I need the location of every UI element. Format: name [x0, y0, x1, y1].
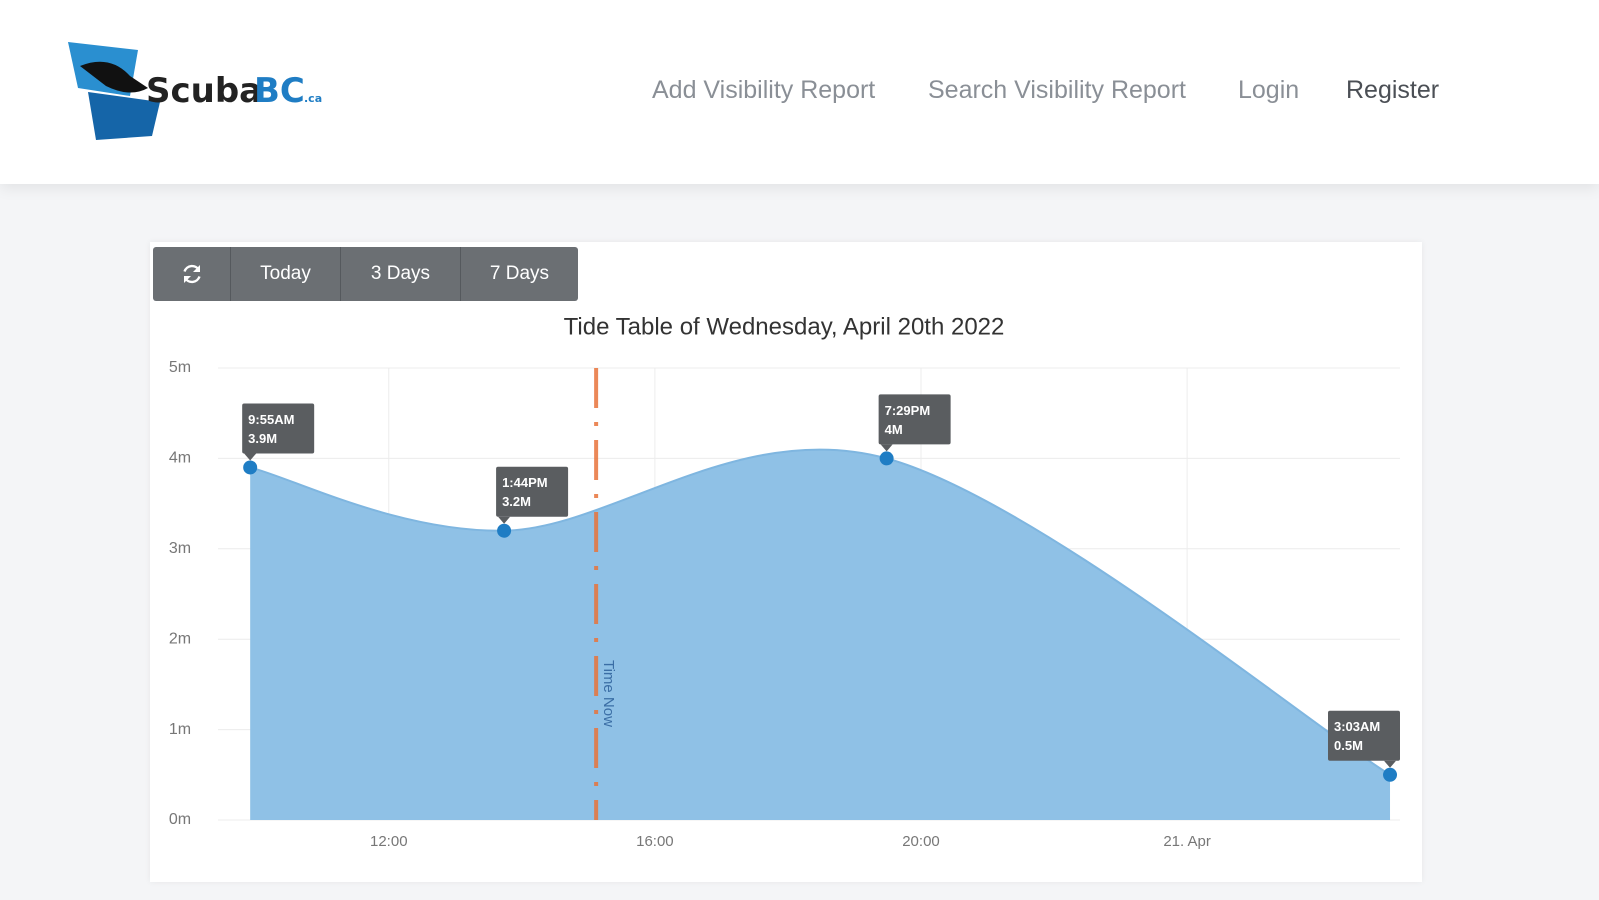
data-label-box — [1328, 710, 1400, 761]
x-tick-label: 12:00 — [370, 833, 408, 850]
data-label: 7:29PM 4M — [878, 394, 951, 452]
plot-line-label: Time Now — [600, 660, 617, 727]
data-label: 9:55AM 3.9M — [242, 403, 315, 461]
point — [497, 523, 512, 538]
line — [249, 448, 1391, 776]
data-label-pointer — [1384, 760, 1397, 768]
data-label-value: 0.5M — [1334, 738, 1363, 753]
refresh-icon — [182, 264, 201, 284]
toolbar: Today 3 Days 7 Days — [153, 247, 578, 301]
logo-suffix: .ca — [304, 92, 322, 105]
y-tick-label: 1m — [169, 721, 191, 738]
data-label-pointer — [880, 444, 893, 452]
data-label-time: 7:29PM — [885, 403, 931, 418]
data-label: 1:44PM 3.2M — [496, 466, 569, 524]
nav-link[interactable]: Login — [1238, 76, 1300, 104]
chart-title: Tide Table of Wednesday, April 20th 2022 — [564, 313, 1005, 340]
logo-name: Scuba — [146, 71, 262, 111]
data-label-value: 4M — [885, 422, 903, 437]
point — [1383, 767, 1398, 782]
data-label-pointer — [244, 453, 257, 461]
y-tick-label: 2m — [169, 630, 191, 647]
data-label-time: 3:03AM — [1334, 719, 1380, 734]
nav-link[interactable]: Search Visibility Report — [928, 76, 1186, 104]
data-label-value: 3.2M — [502, 494, 531, 509]
area — [250, 449, 1391, 820]
x-tick-label: 21. Apr — [1163, 833, 1211, 850]
header: Scuba BC .ca Add Visibility Report Searc… — [0, 0, 1599, 184]
nav-link[interactable]: Add Visibility Report — [652, 76, 876, 104]
y-tick-label: 3m — [169, 540, 191, 557]
data-label-pointer — [498, 516, 511, 524]
range-button[interactable]: 7 Days — [489, 263, 550, 284]
y-tick-label: 0m — [169, 811, 191, 828]
data-label-time: 9:55AM — [248, 412, 294, 427]
y-tick-label: 4m — [169, 450, 191, 467]
point — [243, 460, 258, 475]
range-button[interactable]: Today — [231, 247, 341, 301]
data-label: 3:03AM 0.5M — [1328, 710, 1400, 768]
data-label-time: 1:44PM — [502, 475, 548, 490]
y-tick-label: 5m — [169, 359, 191, 376]
data-label-box — [242, 403, 315, 454]
point — [879, 451, 894, 466]
logo-shape — [88, 92, 160, 140]
x-tick-label: 20:00 — [902, 833, 940, 850]
refresh-button[interactable] — [153, 247, 231, 301]
data-label-box — [878, 394, 951, 445]
x-tick-label: 16:00 — [636, 833, 674, 850]
data-label-value: 3.9M — [248, 431, 277, 446]
data-label-box — [496, 466, 569, 517]
logo[interactable]: Scuba BC .ca — [60, 36, 340, 146]
range-button[interactable]: 3 Days — [341, 247, 461, 301]
nav-link[interactable]: Register — [1346, 76, 1440, 104]
logo-diver — [80, 61, 148, 93]
logo-accent: BC — [254, 71, 305, 111]
